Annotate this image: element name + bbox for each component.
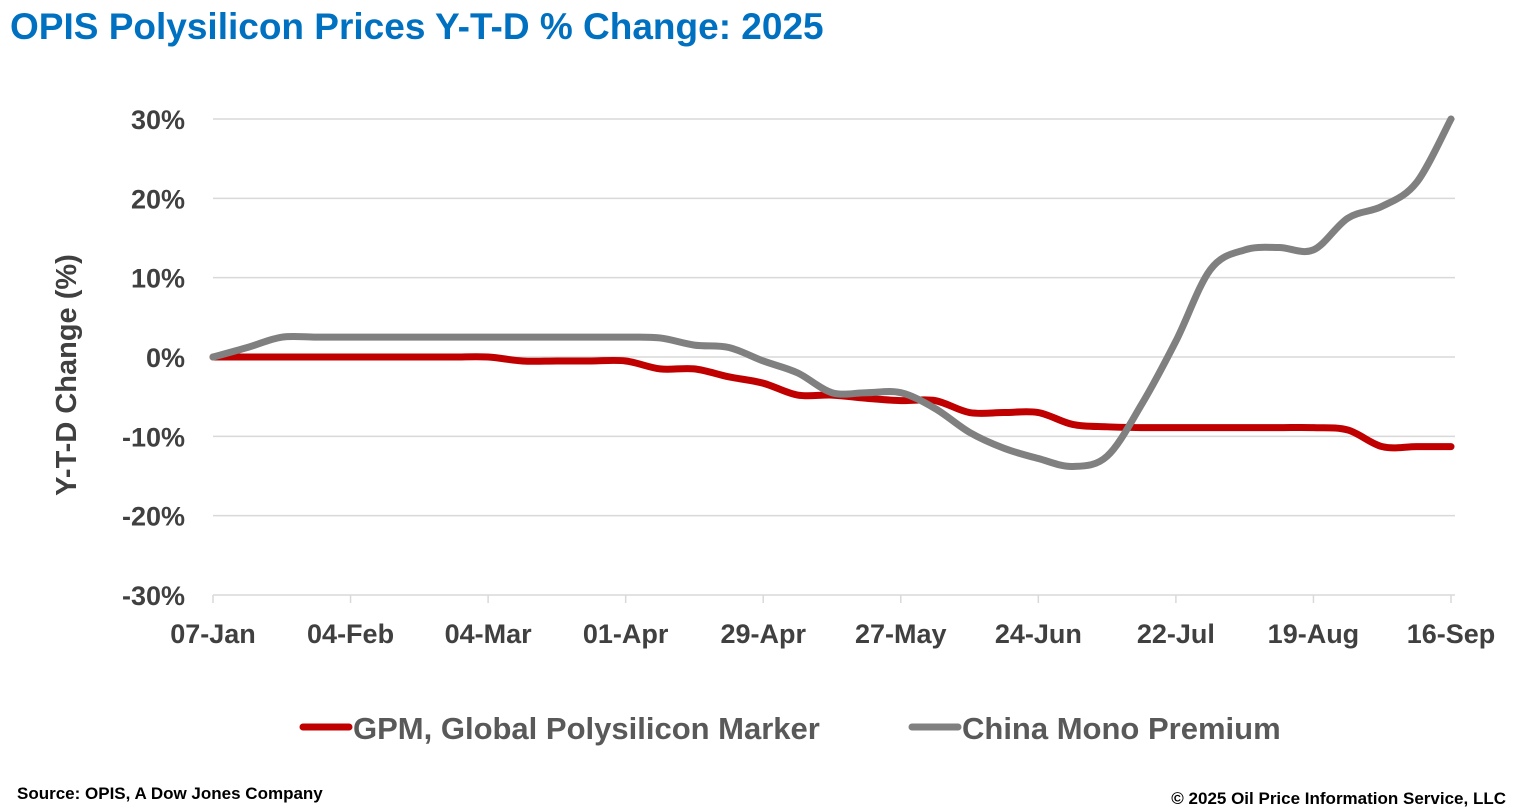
- x-tick-label: 01-Apr: [583, 619, 669, 649]
- x-tick-label: 29-Apr: [720, 619, 806, 649]
- legend-label: China Mono Premium: [962, 711, 1281, 746]
- x-tick-label: 04-Mar: [445, 619, 533, 649]
- x-tick-label: 16-Sep: [1407, 619, 1496, 649]
- x-tick-label: 22-Jul: [1137, 619, 1215, 649]
- series-line-gpm: [209, 353, 1455, 452]
- y-tick-label: 0%: [146, 343, 185, 373]
- source-note: Source: OPIS, A Dow Jones Company: [17, 784, 323, 803]
- series-line-china-mono-premium: [209, 115, 1455, 470]
- copyright-note: © 2025 Oil Price Information Service, LL…: [1171, 789, 1506, 808]
- x-tick-label: 27-May: [855, 619, 947, 649]
- x-tick-label: 19-Aug: [1268, 619, 1360, 649]
- x-tick-label: 07-Jan: [170, 619, 256, 649]
- x-tick-label: 24-Jun: [995, 619, 1082, 649]
- y-tick-label: 20%: [131, 184, 185, 214]
- y-tick-label: -30%: [122, 581, 185, 611]
- y-tick-label: -10%: [122, 422, 185, 452]
- y-tick-label: 30%: [131, 105, 185, 135]
- legend-label: GPM, Global Polysilicon Marker: [353, 711, 820, 746]
- y-tick-label: 10%: [131, 264, 185, 294]
- y-tick-label: -20%: [122, 502, 185, 532]
- x-tick-label: 04-Feb: [307, 619, 394, 649]
- chart-title: OPIS Polysilicon Prices Y-T-D % Change: …: [10, 6, 824, 47]
- y-axis-label: Y-T-D Change (%): [51, 254, 83, 496]
